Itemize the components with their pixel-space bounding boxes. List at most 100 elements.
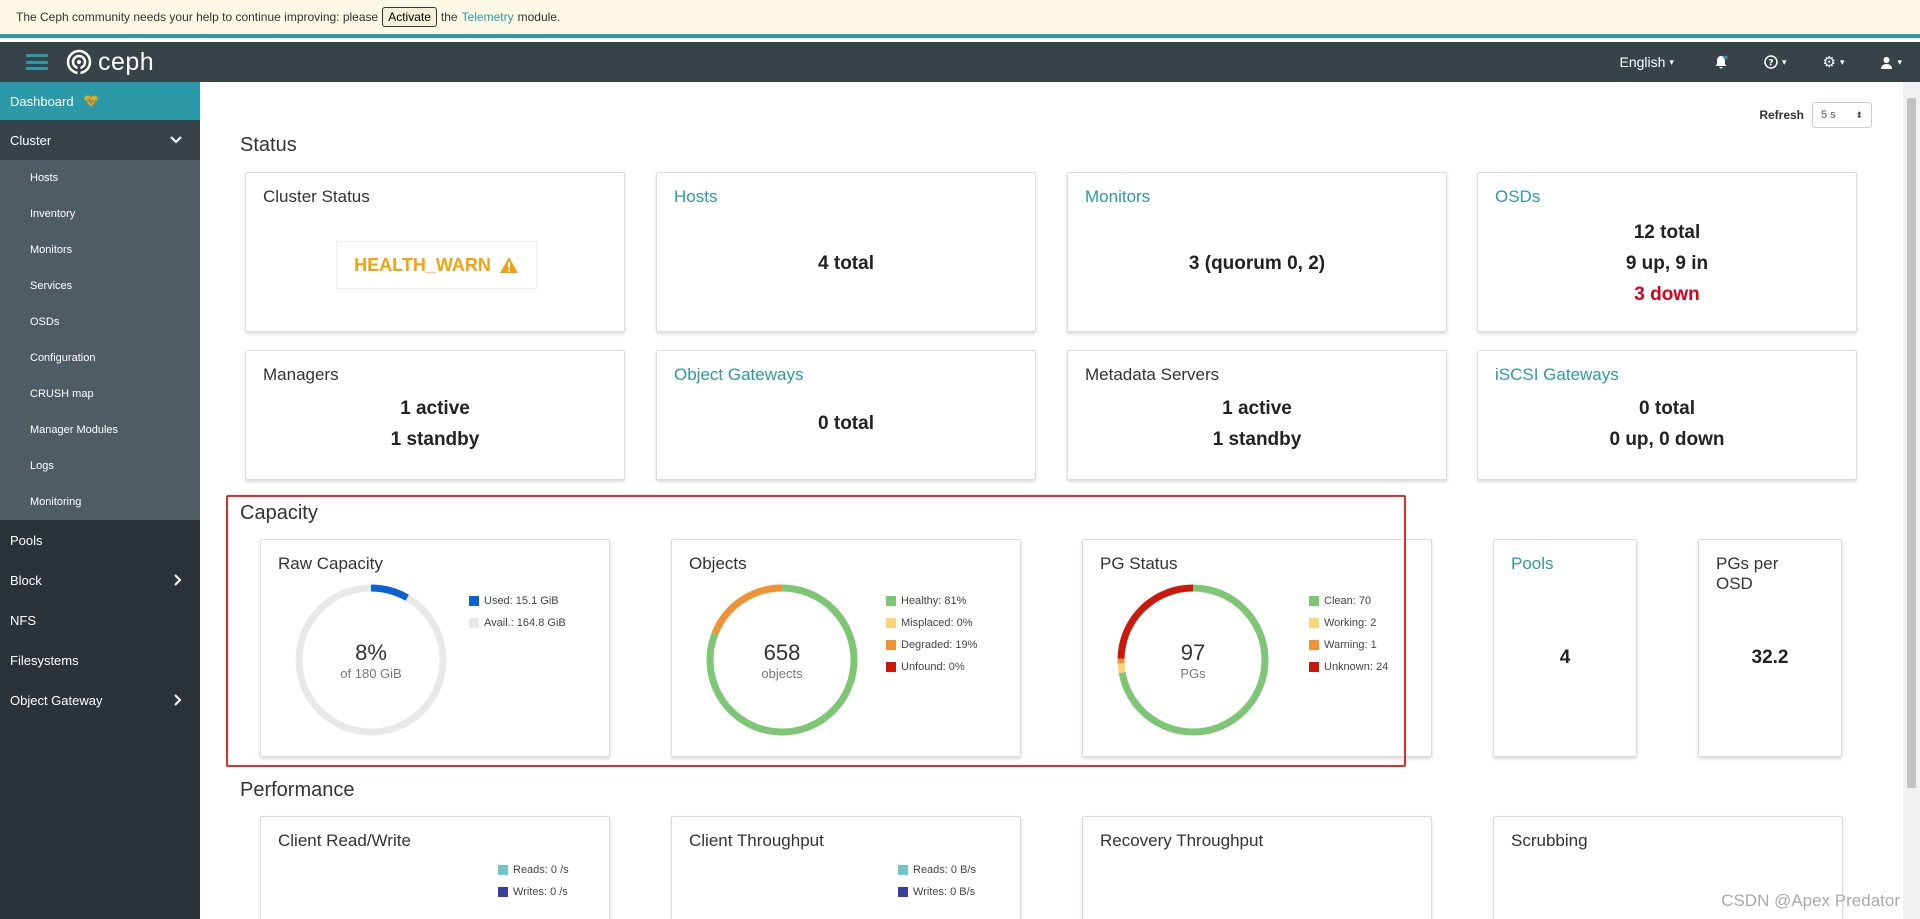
pools-count: 4 xyxy=(1559,647,1571,668)
sidebar-item-manager-modules[interactable]: Manager Modules xyxy=(30,424,119,436)
pg-status-card: PG Status 97 PGs Clean: 70 Working: 2 Wa… xyxy=(1082,539,1432,757)
sidebar-item-label: Pools xyxy=(10,532,43,548)
main-content: Refresh 5 s ⬍ Status Cluster Status HEAL… xyxy=(200,82,1920,919)
legend-item: Degraded: 19% xyxy=(886,634,977,656)
card-title: Scrubbing xyxy=(1511,831,1588,850)
pg-status-donut xyxy=(1117,584,1269,736)
card-title: Raw Capacity xyxy=(278,554,383,573)
hosts-count: 4 total xyxy=(818,253,874,274)
cluster-status-card: Cluster Status HEALTH_WARN xyxy=(245,172,625,332)
hosts-card-link[interactable]: Hosts xyxy=(674,187,718,206)
sidebar-item-filesystems[interactable]: Filesystems xyxy=(0,640,200,680)
monitors-value: 3 (quorum 0, 2) xyxy=(1188,253,1326,274)
sidebar-item-object-gateway[interactable]: Object Gateway xyxy=(0,680,200,720)
osds-total: 12 total xyxy=(1633,222,1701,243)
hosts-card: Hosts 4 total xyxy=(656,172,1036,332)
sidebar-item-inventory[interactable]: Inventory xyxy=(30,208,76,220)
ceph-logo[interactable]: ceph xyxy=(66,48,154,77)
sidebar-item-hosts[interactable]: Hosts xyxy=(30,172,59,184)
bell-icon xyxy=(1715,55,1728,69)
legend-item: Clean: 70 xyxy=(1309,590,1388,612)
refresh-label: Refresh xyxy=(1759,108,1804,122)
donut-slice-avail xyxy=(295,584,447,736)
sidebar-item-nfs[interactable]: NFS xyxy=(0,600,200,640)
donut-center-label: of 180 GiB xyxy=(340,665,402,681)
legend-item: Writes: 0 B/s xyxy=(898,881,976,903)
refresh-control: Refresh 5 s ⬍ xyxy=(1759,102,1872,128)
object-gateways-value: 0 total xyxy=(818,413,874,434)
iscsi-updown: 0 up, 0 down xyxy=(1609,429,1725,450)
sidebar-item-pools[interactable]: Pools xyxy=(0,520,200,560)
legend-item: Unfound: 0% xyxy=(886,656,977,678)
sidebar-item-crush-map[interactable]: CRUSH map xyxy=(30,388,94,400)
sidebar-item-label: Dashboard xyxy=(10,93,74,109)
legend-item: Healthy: 81% xyxy=(886,590,977,612)
legend-item: Writes: 0 /s xyxy=(498,881,569,903)
metadata-servers-card: Metadata Servers 1 active 1 standby xyxy=(1067,350,1447,480)
client-rw-legend: Reads: 0 /s Writes: 0 /s xyxy=(498,859,569,903)
help-dropdown[interactable]: ? ▾ xyxy=(1764,55,1787,69)
user-dropdown[interactable]: ▾ xyxy=(1880,56,1902,69)
managers-card: Managers 1 active 1 standby xyxy=(245,350,625,480)
pgs-per-osd-card: PGs per OSD 32.2 xyxy=(1698,539,1842,757)
mds-standby: 1 standby xyxy=(1212,429,1302,450)
sidebar: Dashboard Cluster Hosts Inventory Monito… xyxy=(0,82,200,919)
sidebar-item-monitoring[interactable]: Monitoring xyxy=(30,496,82,508)
settings-dropdown[interactable]: ⚙ ▾ xyxy=(1822,53,1844,71)
sidebar-item-monitors[interactable]: Monitors xyxy=(30,244,73,256)
donut-center-value: 658 xyxy=(763,639,801,665)
iscsi-total: 0 total xyxy=(1639,398,1695,419)
refresh-interval-select[interactable]: 5 s ⬍ xyxy=(1812,102,1872,128)
sidebar-item-configuration[interactable]: Configuration xyxy=(30,352,96,364)
scrollbar-thumb[interactable] xyxy=(1907,98,1916,788)
cluster-submenu: Hosts Inventory Monitors Services OSDs C… xyxy=(0,160,200,520)
help-icon: ? xyxy=(1764,55,1778,69)
sort-icon: ⬍ xyxy=(1855,109,1863,120)
donut-slice-warning xyxy=(1117,584,1269,736)
card-title: Metadata Servers xyxy=(1085,365,1220,384)
card-title: PG Status xyxy=(1100,554,1178,573)
activate-button[interactable]: Activate xyxy=(382,7,437,27)
svg-text:?: ? xyxy=(1768,59,1773,69)
heart-pulse-icon xyxy=(83,95,98,107)
legend-item: Misplaced: 0% xyxy=(886,612,977,634)
banner-text-the: the xyxy=(440,10,458,24)
monitors-card-link[interactable]: Monitors xyxy=(1085,187,1151,206)
iscsi-gateways-card-link[interactable]: iSCSI Gateways xyxy=(1495,365,1619,384)
telemetry-link[interactable]: Telemetry xyxy=(461,10,514,24)
sidebar-item-dashboard[interactable]: Dashboard xyxy=(0,82,200,120)
health-status[interactable]: HEALTH_WARN xyxy=(336,241,537,289)
sidebar-item-cluster[interactable]: Cluster xyxy=(0,120,200,160)
sidebar-item-logs[interactable]: Logs xyxy=(30,460,54,472)
sidebar-item-label: NFS xyxy=(10,612,36,628)
top-navbar: ceph English ▾ ? ▾ ⚙ ▾ ▾ xyxy=(0,42,1920,82)
watermark: CSDN @Apex Predator xyxy=(1721,891,1900,910)
raw-capacity-legend: Used: 15.1 GiB Avail.: 164.8 GiB xyxy=(469,590,566,634)
sidebar-item-osds[interactable]: OSDs xyxy=(30,316,60,328)
card-title: Client Throughput xyxy=(689,831,824,850)
sidebar-item-services[interactable]: Services xyxy=(30,280,73,292)
pools-card-link[interactable]: Pools xyxy=(1511,554,1554,573)
objects-card: Objects 658 objects Healthy: 81% Misplac… xyxy=(671,539,1021,757)
managers-active: 1 active xyxy=(400,398,470,419)
pgs-per-osd-value: 32.2 xyxy=(1751,647,1789,668)
client-rw-card: Client Read/Write Reads: 0 /s Writes: 0 … xyxy=(260,816,610,919)
donut-center-value: 8% xyxy=(355,639,387,665)
sidebar-item-block[interactable]: Block xyxy=(0,560,200,600)
pools-card: Pools 4 xyxy=(1493,539,1637,757)
telemetry-banner: The Ceph community needs your help to co… xyxy=(0,0,1920,38)
osds-card-link[interactable]: OSDs xyxy=(1495,187,1541,206)
language-dropdown[interactable]: English ▾ xyxy=(1620,54,1674,70)
object-gateways-card-link[interactable]: Object Gateways xyxy=(674,365,804,384)
caret-down-icon: ▾ xyxy=(1781,56,1787,67)
sidebar-item-label: Block xyxy=(10,572,42,588)
scrubbing-card: Scrubbing xyxy=(1493,816,1843,919)
warning-icon xyxy=(499,257,518,273)
ceph-logo-icon xyxy=(66,49,92,75)
hamburger-menu-icon[interactable] xyxy=(26,54,48,70)
notifications-button[interactable] xyxy=(1714,55,1728,69)
sidebar-item-label: Filesystems xyxy=(10,652,79,668)
legend-item: Avail.: 164.8 GiB xyxy=(469,612,566,634)
banner-text: The Ceph community needs your help to co… xyxy=(16,10,379,24)
vertical-scrollbar[interactable] xyxy=(1903,82,1920,919)
